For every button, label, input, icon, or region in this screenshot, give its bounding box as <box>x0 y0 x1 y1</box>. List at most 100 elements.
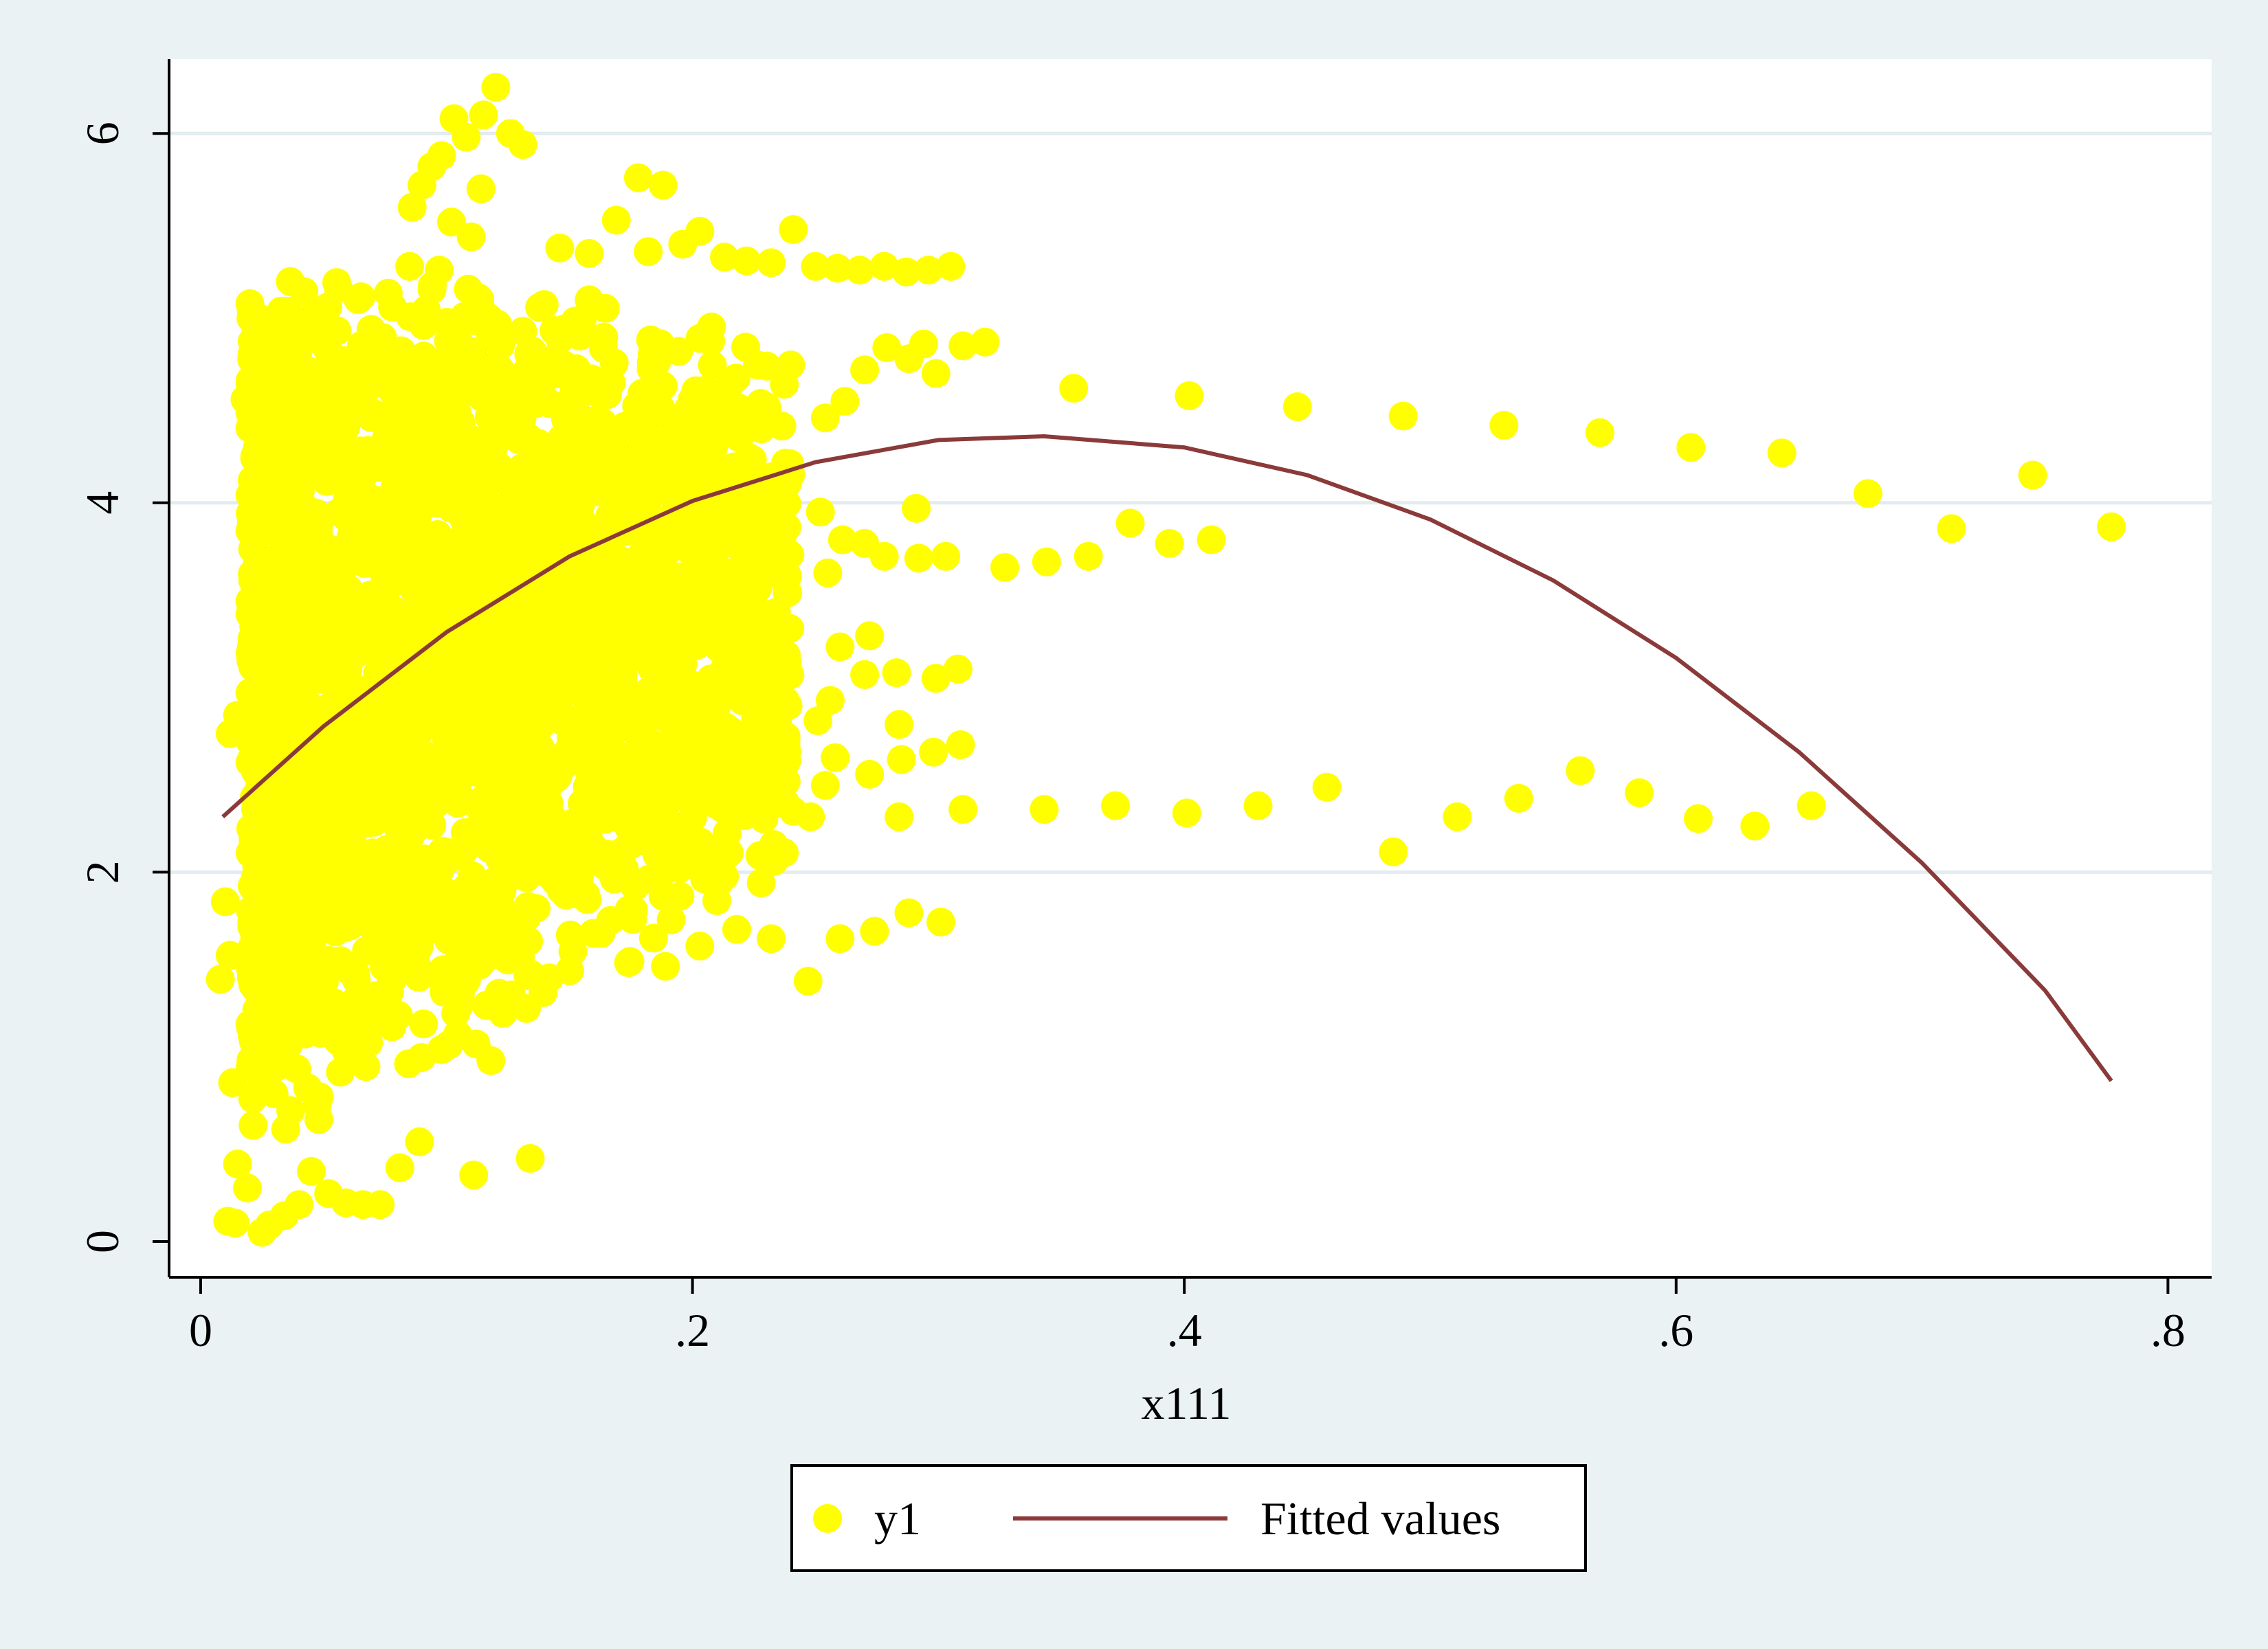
data-point <box>759 609 788 638</box>
data-point <box>710 655 739 684</box>
data-point <box>970 327 1000 357</box>
data-point <box>314 1179 344 1209</box>
data-point <box>620 872 649 901</box>
data-point <box>535 442 564 472</box>
data-point <box>603 546 632 576</box>
data-point <box>663 477 693 506</box>
data-point <box>336 524 366 553</box>
y-ticks: 0 2 4 6 <box>76 122 169 1253</box>
data-point <box>451 306 480 336</box>
data-point <box>386 906 415 934</box>
data-point <box>698 350 727 380</box>
data-point <box>205 965 235 994</box>
data-point <box>1504 783 1533 813</box>
data-point <box>1172 798 1201 828</box>
data-point <box>408 386 437 416</box>
data-point <box>676 605 705 635</box>
data-point <box>650 748 680 777</box>
data-point <box>779 215 808 244</box>
data-point <box>665 882 695 911</box>
data-point <box>681 844 711 874</box>
data-point <box>276 829 306 859</box>
data-point <box>850 355 880 385</box>
data-point <box>696 326 726 356</box>
data-point <box>359 625 388 655</box>
data-point <box>663 649 692 678</box>
data-point <box>759 478 789 507</box>
data-point <box>638 339 667 369</box>
data-point <box>486 322 515 351</box>
data-point <box>380 344 410 374</box>
data-point <box>501 420 531 450</box>
data-point <box>531 774 561 804</box>
data-point <box>475 776 504 806</box>
data-point <box>508 130 537 159</box>
data-point <box>744 572 773 601</box>
data-point <box>1243 791 1273 820</box>
data-point <box>636 555 665 585</box>
data-point <box>397 192 427 222</box>
data-point <box>680 733 710 763</box>
data-point <box>872 333 902 362</box>
data-point <box>474 936 504 965</box>
data-point <box>803 706 833 735</box>
data-point <box>355 871 385 900</box>
data-point <box>946 730 975 759</box>
data-point <box>297 1156 326 1186</box>
data-point <box>362 486 392 515</box>
data-point <box>394 1049 423 1079</box>
data-point <box>1443 802 1472 831</box>
y-tick-label: 6 <box>76 122 129 145</box>
x-tick-label: .4 <box>1167 1304 1202 1356</box>
data-point <box>238 1084 267 1114</box>
data-point <box>648 170 678 200</box>
data-point <box>687 401 716 430</box>
data-point <box>293 622 322 651</box>
data-point <box>253 427 282 457</box>
data-point <box>585 730 614 760</box>
data-point <box>926 908 955 936</box>
data-point <box>821 743 850 772</box>
data-point <box>570 519 599 549</box>
data-point <box>623 163 653 192</box>
data-point <box>314 693 344 722</box>
data-point <box>825 924 855 954</box>
data-point <box>508 475 537 505</box>
data-point <box>326 1057 355 1087</box>
data-point <box>319 988 348 1018</box>
data-point <box>1388 401 1418 431</box>
data-point <box>855 759 885 789</box>
data-point <box>379 396 408 425</box>
fitted-line-group <box>221 434 2113 1082</box>
data-point <box>902 493 931 523</box>
data-point <box>1740 811 1770 841</box>
data-point <box>346 282 376 311</box>
data-point <box>805 497 835 527</box>
data-point <box>1379 837 1408 866</box>
data-point <box>499 828 529 857</box>
data-point <box>673 821 702 851</box>
data-point <box>689 572 718 601</box>
data-point <box>399 758 428 787</box>
data-point <box>483 696 513 726</box>
data-point <box>1676 433 1706 462</box>
data-point <box>330 730 359 760</box>
data-point <box>256 958 286 988</box>
data-point <box>1797 791 1826 820</box>
data-point <box>437 207 466 237</box>
data-point <box>256 674 285 704</box>
data-point <box>887 745 916 774</box>
data-point <box>335 641 365 671</box>
data-point <box>855 621 885 651</box>
data-point <box>810 771 840 800</box>
data-point <box>235 516 265 546</box>
data-point <box>562 419 591 449</box>
data-point <box>335 911 365 941</box>
data-point <box>891 257 921 287</box>
data-point <box>430 689 458 719</box>
data-point <box>718 740 747 770</box>
data-point <box>660 718 690 748</box>
data-point <box>385 1153 414 1182</box>
data-point <box>632 594 662 623</box>
data-point <box>236 632 266 662</box>
